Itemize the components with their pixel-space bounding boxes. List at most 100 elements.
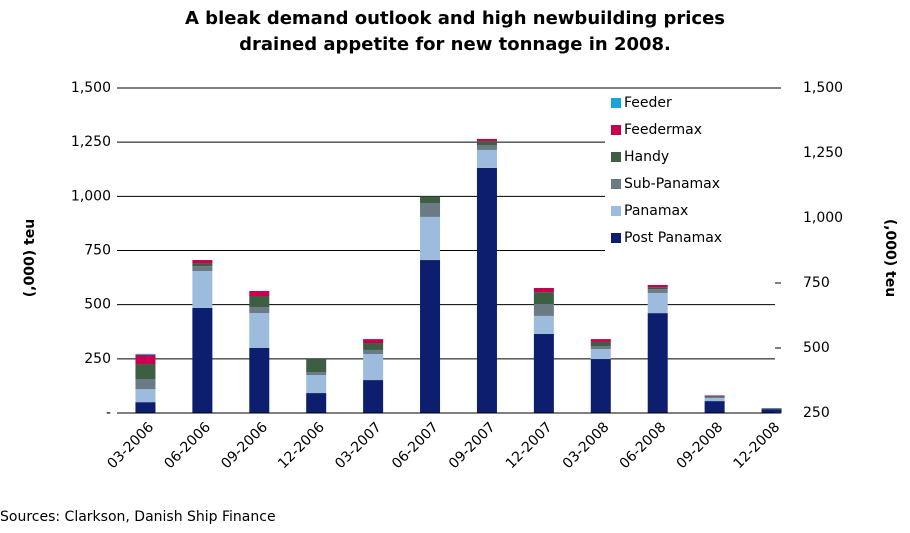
legend-label: Feedermax (624, 122, 702, 138)
legend-label: Feeder (624, 95, 672, 111)
bar-segment (648, 293, 668, 313)
bar-segment (363, 380, 383, 413)
bar-segment (534, 304, 554, 316)
bar-segment (477, 141, 497, 145)
y-tick-label: - (106, 405, 111, 421)
bar-segment (249, 307, 269, 313)
x-tick-label: 12-2006 (275, 419, 328, 472)
bar-segment (591, 342, 611, 346)
x-tick-label: 06-2008 (617, 419, 670, 472)
legend-label: Sub-Panamax (624, 176, 720, 192)
bar-segment (762, 409, 782, 413)
y-tick-label: 1,250 (71, 134, 111, 150)
y2-tick-label: 500 (803, 340, 830, 356)
y-tick-label: 750 (84, 243, 111, 259)
x-tick-label: 03-2008 (560, 419, 613, 472)
y-axis-label: (,000) teu (22, 219, 38, 297)
bar-segment (705, 395, 725, 396)
source-note: Sources: Clarkson, Danish Ship Finance (0, 509, 276, 525)
x-tick-label: 03-2006 (104, 419, 157, 472)
bar-segment (648, 285, 668, 287)
y-tick-label: 1,000 (71, 188, 111, 204)
x-tick-label: 09-2007 (446, 419, 499, 472)
legend-label: Handy (624, 149, 669, 165)
bar-segment (249, 296, 269, 307)
bar-segment (534, 288, 554, 292)
bar-segment (192, 263, 212, 266)
x-tick-label: 09-2006 (218, 419, 271, 472)
bar-segment (420, 260, 440, 413)
bar-segment (249, 313, 269, 348)
bar-segment (648, 289, 668, 293)
bar-segment (591, 339, 611, 342)
bar-segment (192, 271, 212, 308)
bar-segment (534, 292, 554, 304)
bar-segment (249, 291, 269, 296)
bar-segment (420, 203, 440, 217)
legend-background (605, 92, 785, 252)
y2-tick-label: 1,250 (803, 145, 843, 161)
bar-segment (363, 343, 383, 350)
bar-segment (135, 379, 155, 389)
bar-segment (363, 350, 383, 354)
bar-segment (477, 168, 497, 413)
chart-title: A bleak demand outlook and high newbuild… (185, 8, 725, 29)
y2-tick-label: 750 (803, 275, 830, 291)
bar-segment (591, 346, 611, 349)
bar-segment (306, 393, 326, 413)
legend-swatch (611, 206, 621, 216)
bar-segment (306, 375, 326, 393)
y2-tick-label: 1,500 (803, 80, 843, 96)
bar-segment (192, 308, 212, 413)
bar-segment (192, 260, 212, 263)
legend-swatch (611, 152, 621, 162)
y2-tick-label: 250 (803, 405, 830, 421)
legend-swatch (611, 98, 621, 108)
y-tick-label: 500 (84, 297, 111, 313)
y-tick-label: 1,500 (71, 80, 111, 96)
bar-segment (705, 396, 725, 397)
legend: Post Panamax Panamax Sub-Panamax Handy Feede… (605, 92, 785, 252)
bar-segment (477, 145, 497, 150)
bar-segment (135, 355, 155, 364)
legend-swatch (611, 179, 621, 189)
x-tick-label: 12-2007 (503, 419, 556, 472)
bar-segment (762, 408, 782, 409)
bar-segment (363, 339, 383, 343)
bar-segment (420, 196, 440, 203)
bar-segment (591, 349, 611, 359)
x-tick-label: 09-2008 (674, 419, 727, 472)
bar-segment (363, 354, 383, 380)
y2-tick-label: 1,000 (803, 210, 843, 226)
bar-segment (420, 217, 440, 260)
bar-segment (135, 364, 155, 379)
bar-segment (534, 334, 554, 413)
x-tick-label: 03-2007 (332, 419, 385, 472)
chart-title: drained appetite for new tonnage in 2008… (239, 34, 671, 55)
bar-segment (705, 401, 725, 413)
y-tick-label: 250 (84, 351, 111, 367)
x-tick-label: 06-2007 (389, 419, 442, 472)
bar-segment (192, 266, 212, 271)
bar-segment (648, 287, 668, 289)
bar-segment (591, 359, 611, 413)
bar-segment (306, 359, 326, 372)
bar-segment (477, 139, 497, 141)
legend-swatch (611, 125, 621, 135)
bar-segment (534, 316, 554, 334)
bar-segment (705, 398, 725, 401)
legend-label: Panamax (624, 203, 688, 219)
bar-segment (135, 402, 155, 413)
bar-segment (135, 354, 155, 355)
bar-segment (705, 397, 725, 398)
y2-axis-label: (,000) teu (882, 219, 898, 297)
bar-segment (306, 372, 326, 375)
legend-swatch (611, 233, 621, 243)
bar-segment (648, 313, 668, 413)
bar-segment (477, 150, 497, 168)
x-tick-label: 12-2008 (731, 419, 784, 472)
bar-segment (249, 348, 269, 413)
x-tick-label: 06-2006 (161, 419, 214, 472)
legend-label: Post Panamax (624, 230, 722, 246)
